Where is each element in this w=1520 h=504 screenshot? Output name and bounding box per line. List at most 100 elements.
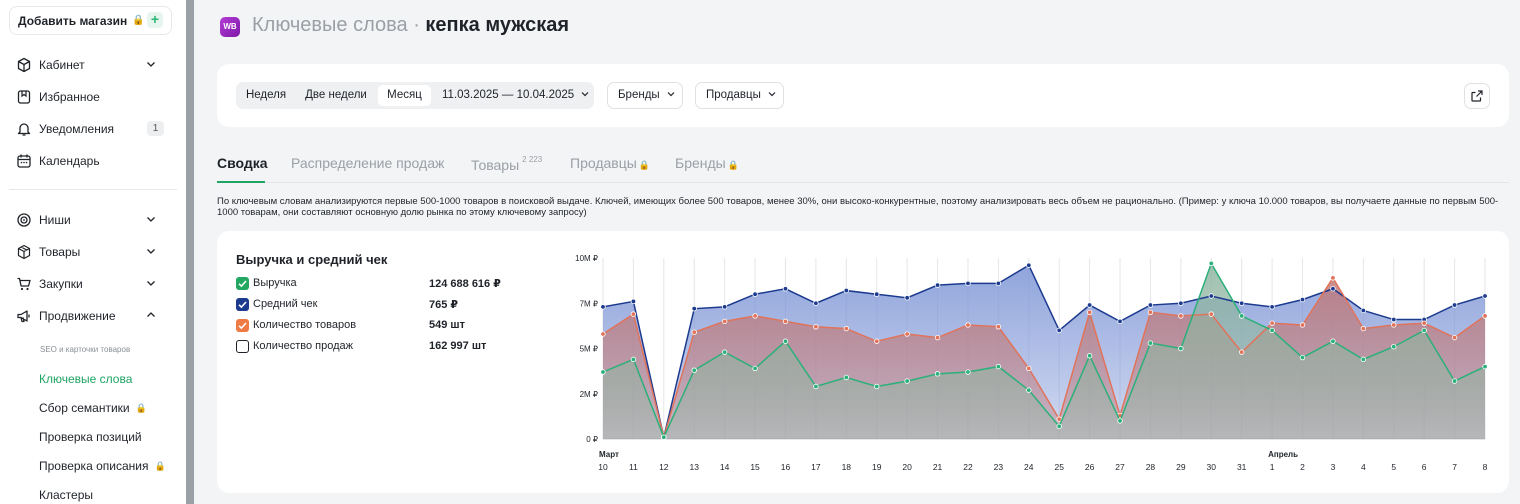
sidebar-subitem-description[interactable]: Проверка описания 🔒 (39, 459, 166, 473)
sidebar-item-favorites[interactable]: Избранное (16, 86, 176, 108)
legend-label: Количество продаж (253, 340, 353, 352)
tab-count: 2 223 (522, 155, 543, 164)
chart-point (691, 367, 697, 373)
chevron-down-icon (768, 92, 776, 97)
sidebar-subitem-label: Проверка позиций (39, 430, 142, 444)
chart-title: Выручка и средний чек (236, 252, 388, 267)
chart-point (1269, 320, 1275, 326)
chart-point (1421, 320, 1427, 326)
tab-label: Товары (471, 157, 520, 173)
chart-point (1147, 309, 1154, 315)
chart-point (630, 356, 637, 363)
chevron-down-icon (147, 217, 155, 222)
chart-x-tick-label: 13 (690, 462, 700, 472)
chart-x-tick-label: 18 (842, 462, 852, 472)
legend-value: 124 688 616 ₽ (429, 278, 501, 290)
chart-y-tick-label: 10M ₽ (575, 254, 598, 263)
sidebar-scrollbar[interactable] (186, 0, 194, 504)
chart-x-tick-label: 6 (1422, 462, 1427, 472)
legend-checkbox[interactable] (236, 340, 249, 353)
chart-point (874, 291, 880, 297)
add-store-label: Добавить магазин (18, 13, 128, 28)
chart-point (630, 311, 637, 317)
chart-point (1421, 327, 1427, 334)
chart-x-tick-label: 14 (720, 462, 730, 472)
chart-point (1208, 311, 1214, 317)
sidebar-item-notifications[interactable]: Уведомления 1 (16, 118, 176, 140)
brands-dropdown[interactable]: Бренды (607, 82, 683, 109)
brands-dropdown-label: Бренды (618, 89, 660, 101)
legend-value: 162 997 шт (429, 340, 487, 352)
chart-point (1330, 338, 1336, 344)
chart-point (1482, 363, 1488, 370)
sidebar-item-label: Закупки (39, 277, 83, 291)
sidebar-sub-caption: SEO и карточки товаров (40, 345, 131, 354)
chart-x-tick-label: 30 (1207, 462, 1217, 472)
tab-summary[interactable]: Сводка (217, 155, 268, 171)
tab-sales-distribution[interactable]: Распределение продаж (291, 155, 444, 171)
chart-month-label: Март (599, 450, 619, 459)
chart-point (782, 318, 789, 325)
tab-label: Бренды (675, 155, 726, 171)
chart-x-tick-label: 24 (1024, 462, 1034, 472)
sidebar-item-purchases[interactable]: Закупки (16, 273, 176, 295)
chart-point (904, 378, 910, 384)
page-title: Ключевые слова · кепка мужская (252, 14, 569, 37)
chart-point (1086, 309, 1093, 315)
chart-point (600, 369, 606, 375)
period-week-button[interactable]: Неделя (245, 89, 287, 101)
sidebar: Добавить магазин 🔒 + Кабинет Избранное У… (0, 0, 186, 504)
sidebar-item-products[interactable]: Товары (16, 241, 176, 263)
sellers-dropdown[interactable]: Продавцы (695, 82, 784, 109)
chart-point (1056, 327, 1062, 334)
sidebar-item-niches[interactable]: Ниши (16, 209, 176, 231)
tab-divider (217, 182, 1509, 183)
plus-icon[interactable]: + (147, 12, 163, 28)
chart-series-line-2 (602, 261, 1486, 440)
chart-series-line-0 (602, 264, 1486, 438)
date-range-picker[interactable]: 11.03.2025 — 10.04.2025 (442, 85, 590, 106)
target-icon (17, 213, 31, 227)
legend-item-avg-check[interactable]: Средний чек 765 ₽ (236, 297, 536, 313)
chart-point (752, 291, 758, 297)
tab-brands[interactable]: Бренды 🔒 (675, 155, 739, 171)
sidebar-subitem-semantics[interactable]: Сбор семантики 🔒 (39, 401, 147, 415)
legend-item-products-count[interactable]: Количество товаров 549 шт (236, 318, 536, 334)
chart-point (934, 282, 941, 288)
sidebar-item-cabinet[interactable]: Кабинет (16, 54, 176, 76)
chevron-down-icon (581, 92, 589, 97)
chart-point (934, 371, 941, 377)
chart-point (1360, 325, 1367, 332)
legend-checkbox[interactable] (236, 298, 249, 311)
add-store-button[interactable]: Добавить магазин 🔒 + (9, 6, 172, 35)
chart-y-tick-label: 5M ₽ (580, 345, 598, 354)
chart-x-tick-label: 2 (1300, 462, 1305, 472)
sidebar-item-label: Продвижение (39, 309, 116, 323)
chart-point (1178, 345, 1184, 352)
tab-sellers[interactable]: Продавцы 🔒 (570, 155, 650, 171)
legend-checkbox[interactable] (236, 319, 249, 332)
chart-point (1451, 334, 1458, 341)
cart-icon (17, 277, 31, 291)
chart-x-tick-label: 26 (1085, 462, 1095, 472)
sidebar-item-calendar[interactable]: Календарь (16, 150, 176, 172)
sidebar-item-label: Избранное (39, 90, 100, 104)
chart-point (934, 334, 941, 341)
legend-item-revenue[interactable]: Выручка 124 688 616 ₽ (236, 276, 536, 292)
chart-point (1360, 356, 1367, 363)
chart-x-tick-label: 12 (659, 462, 669, 472)
period-month-button[interactable]: Месяц (378, 85, 431, 106)
legend-checkbox[interactable] (236, 277, 249, 290)
period-two-weeks-button[interactable]: Две недели (305, 89, 367, 101)
chart-point (965, 369, 971, 375)
sidebar-subitem-clusters[interactable]: Кластеры (39, 488, 93, 502)
tab-products[interactable]: Товары 2 223 (471, 155, 542, 173)
calendar-icon (17, 154, 31, 168)
sidebar-item-promotion[interactable]: Продвижение (16, 305, 176, 327)
sidebar-subitem-positions[interactable]: Проверка позиций (39, 430, 142, 444)
legend-item-sales-count[interactable]: Количество продаж 162 997 шт (236, 339, 536, 355)
chart-series-line-1 (602, 276, 1486, 441)
lock-icon: 🔒 (727, 160, 739, 170)
export-button[interactable] (1464, 83, 1490, 109)
sidebar-subitem-keywords[interactable]: Ключевые слова (39, 372, 132, 386)
